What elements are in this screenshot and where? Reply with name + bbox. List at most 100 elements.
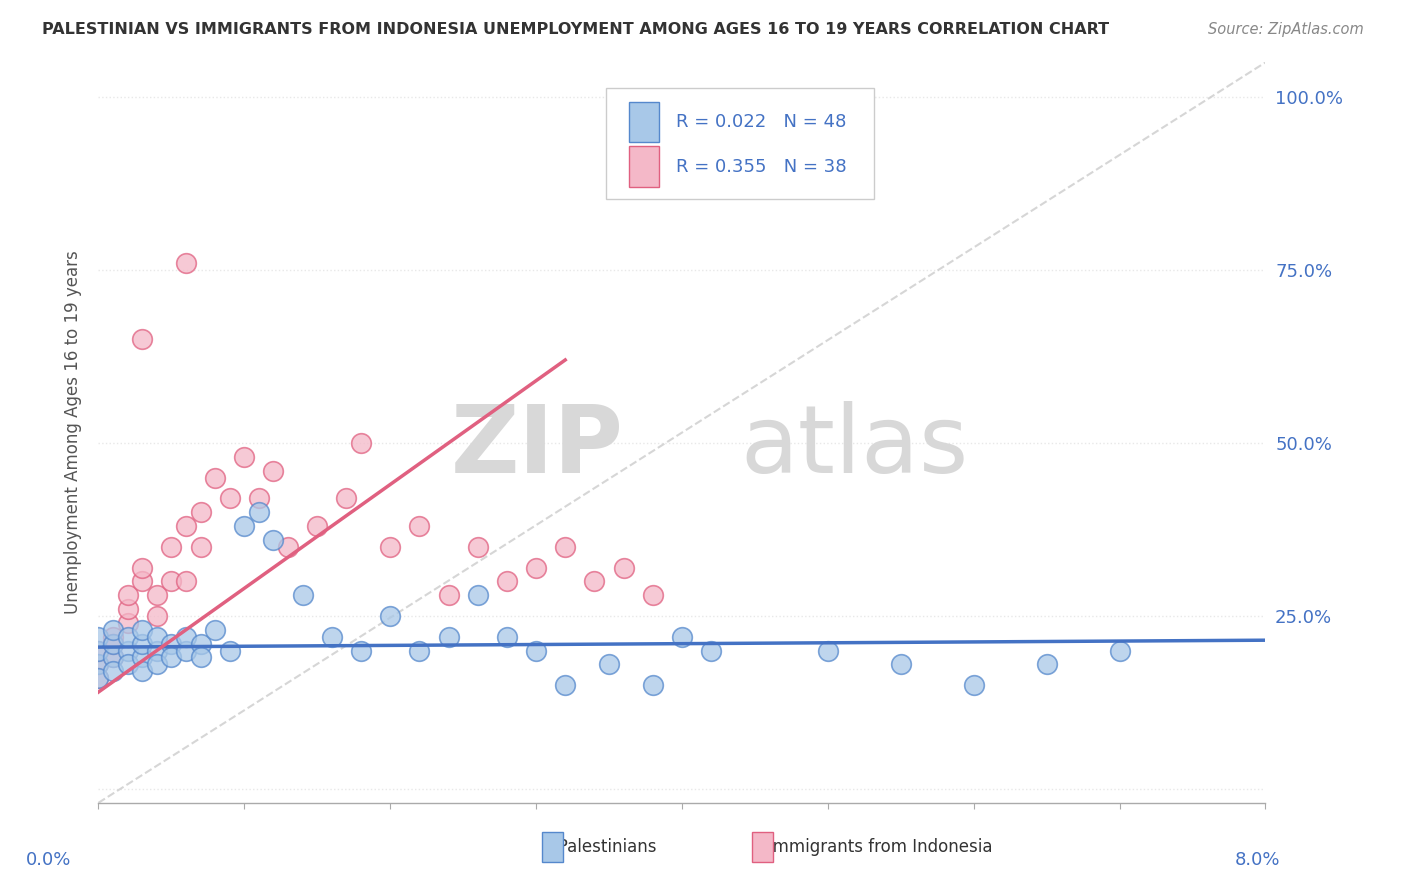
Point: [101, 650, 124, 665]
Point: [408, 519, 430, 533]
Point: [218, 643, 240, 657]
Point: [174, 256, 197, 270]
Point: [467, 540, 489, 554]
Point: [524, 560, 547, 574]
Point: [87, 657, 110, 672]
FancyBboxPatch shape: [630, 102, 658, 143]
Point: [160, 637, 183, 651]
Point: [117, 630, 139, 644]
Point: [101, 630, 124, 644]
Point: [321, 630, 343, 644]
Point: [146, 588, 169, 602]
Point: [233, 519, 256, 533]
Point: [101, 637, 124, 651]
Point: [87, 643, 110, 657]
Point: [583, 574, 606, 589]
Point: [233, 450, 256, 464]
Point: [380, 540, 402, 554]
Point: [146, 630, 169, 644]
Point: [554, 678, 576, 692]
Point: [101, 665, 124, 679]
Point: [467, 588, 489, 602]
Point: [817, 643, 839, 657]
Point: [131, 665, 153, 679]
Text: atlas: atlas: [741, 401, 969, 493]
FancyBboxPatch shape: [630, 146, 658, 186]
Point: [190, 637, 212, 651]
Point: [700, 643, 723, 657]
Point: [335, 491, 357, 506]
Point: [307, 519, 329, 533]
Text: PALESTINIAN VS IMMIGRANTS FROM INDONESIA UNEMPLOYMENT AMONG AGES 16 TO 19 YEARS : PALESTINIAN VS IMMIGRANTS FROM INDONESIA…: [42, 22, 1109, 37]
Point: [131, 332, 153, 346]
Point: [641, 588, 664, 602]
Point: [190, 540, 212, 554]
Text: Palestinians: Palestinians: [541, 838, 657, 856]
Point: [117, 643, 139, 657]
Point: [174, 643, 197, 657]
Point: [554, 540, 576, 554]
Point: [101, 650, 124, 665]
Text: Source: ZipAtlas.com: Source: ZipAtlas.com: [1208, 22, 1364, 37]
Point: [131, 637, 153, 651]
Point: [117, 602, 139, 616]
Y-axis label: Unemployment Among Ages 16 to 19 years: Unemployment Among Ages 16 to 19 years: [63, 251, 82, 615]
Point: [218, 491, 240, 506]
Point: [612, 560, 634, 574]
FancyBboxPatch shape: [541, 832, 562, 862]
Point: [101, 623, 124, 637]
Point: [101, 637, 124, 651]
Text: R = 0.355   N = 38: R = 0.355 N = 38: [676, 158, 846, 176]
Point: [87, 671, 110, 685]
Point: [350, 436, 373, 450]
Point: [131, 560, 153, 574]
Point: [174, 574, 197, 589]
Point: [890, 657, 912, 672]
Point: [160, 650, 183, 665]
Point: [962, 678, 984, 692]
Point: [131, 650, 153, 665]
Text: 0.0%: 0.0%: [25, 851, 70, 869]
Point: [247, 505, 270, 519]
Point: [350, 643, 373, 657]
Point: [190, 650, 212, 665]
Point: [1035, 657, 1057, 672]
Text: R = 0.022   N = 48: R = 0.022 N = 48: [676, 113, 846, 131]
Point: [146, 609, 169, 624]
Point: [437, 630, 460, 644]
Point: [131, 623, 153, 637]
Point: [408, 643, 430, 657]
Point: [146, 643, 169, 657]
Point: [117, 657, 139, 672]
Point: [117, 588, 139, 602]
FancyBboxPatch shape: [752, 832, 773, 862]
Point: [160, 574, 183, 589]
Point: [671, 630, 693, 644]
Point: [87, 657, 110, 672]
Point: [641, 678, 664, 692]
Point: [204, 623, 226, 637]
Point: [524, 643, 547, 657]
Point: [496, 630, 519, 644]
FancyBboxPatch shape: [606, 88, 875, 200]
Point: [204, 470, 226, 484]
Point: [87, 671, 110, 685]
Point: [174, 630, 197, 644]
Point: [247, 491, 270, 506]
Text: 8.0%: 8.0%: [1234, 851, 1279, 869]
Point: [117, 615, 139, 630]
Point: [262, 533, 284, 547]
Text: ZIP: ZIP: [451, 401, 624, 493]
Point: [437, 588, 460, 602]
Point: [87, 630, 110, 644]
Point: [160, 540, 183, 554]
Point: [277, 540, 299, 554]
Point: [87, 643, 110, 657]
Point: [262, 464, 284, 478]
Point: [291, 588, 314, 602]
Text: Immigrants from Indonesia: Immigrants from Indonesia: [752, 838, 993, 856]
Point: [190, 505, 212, 519]
Point: [380, 609, 402, 624]
Point: [131, 574, 153, 589]
Point: [146, 657, 169, 672]
